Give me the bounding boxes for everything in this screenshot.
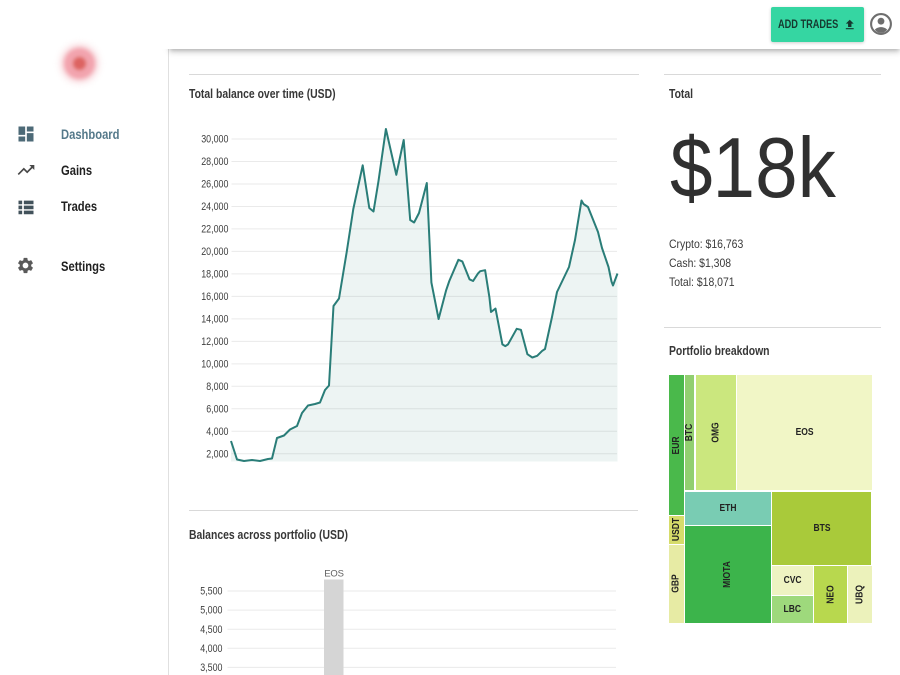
- svg-text:20,000: 20,000: [201, 246, 228, 258]
- svg-text:4,500: 4,500: [200, 624, 222, 636]
- svg-text:12,000: 12,000: [201, 336, 228, 348]
- svg-text:22,000: 22,000: [201, 224, 228, 236]
- svg-text:5,000: 5,000: [200, 605, 222, 617]
- svg-text:16,000: 16,000: [201, 291, 228, 303]
- svg-text:18,000: 18,000: [201, 269, 228, 281]
- svg-text:2,000: 2,000: [206, 448, 228, 460]
- svg-text:3,500: 3,500: [200, 662, 222, 674]
- svg-text:28,000: 28,000: [201, 156, 228, 168]
- svg-text:4,000: 4,000: [200, 643, 222, 655]
- svg-text:30,000: 30,000: [201, 134, 228, 146]
- svg-text:6,000: 6,000: [206, 403, 228, 415]
- svg-text:14,000: 14,000: [201, 314, 228, 326]
- svg-text:8,000: 8,000: [206, 381, 228, 393]
- svg-text:4,000: 4,000: [206, 426, 228, 438]
- svg-text:5,500: 5,500: [200, 586, 222, 598]
- svg-text:24,000: 24,000: [201, 201, 228, 213]
- svg-text:26,000: 26,000: [201, 179, 228, 191]
- svg-text:10,000: 10,000: [201, 359, 228, 371]
- svg-text:EOS: EOS: [324, 569, 343, 580]
